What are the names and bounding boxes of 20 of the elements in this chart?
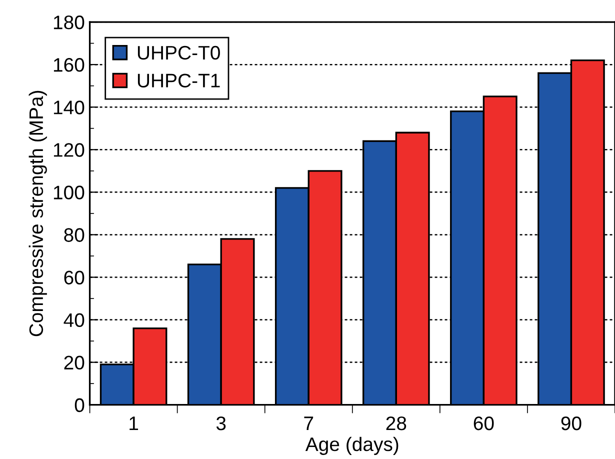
y-tick-label: 60 — [64, 270, 84, 284]
legend-label: UHPC-T1 — [138, 74, 220, 88]
y-tick-label: 120 — [54, 143, 84, 157]
y-tick-label: 0 — [74, 398, 84, 412]
x-tick-label: 28 — [386, 416, 406, 430]
y-tick-label: 140 — [54, 100, 84, 114]
x-axis-title: Age (days) — [305, 436, 398, 455]
y-tick-label: 160 — [54, 58, 84, 72]
legend-label: UHPC-T0 — [138, 46, 220, 60]
y-tick-label: 20 — [64, 356, 84, 370]
y-axis-title: Compressive strength (MPa) — [28, 90, 47, 336]
x-tick-label: 60 — [474, 416, 494, 430]
x-tick-label: 3 — [216, 416, 226, 430]
y-tick-label: 40 — [64, 313, 84, 328]
x-tick-label: 7 — [304, 416, 314, 430]
y-tick-label: 180 — [54, 16, 84, 30]
x-tick-label: 1 — [130, 416, 138, 430]
y-tick-label: 80 — [64, 228, 84, 242]
y-tick-label: 100 — [54, 186, 84, 200]
x-tick-label: 90 — [561, 416, 582, 430]
